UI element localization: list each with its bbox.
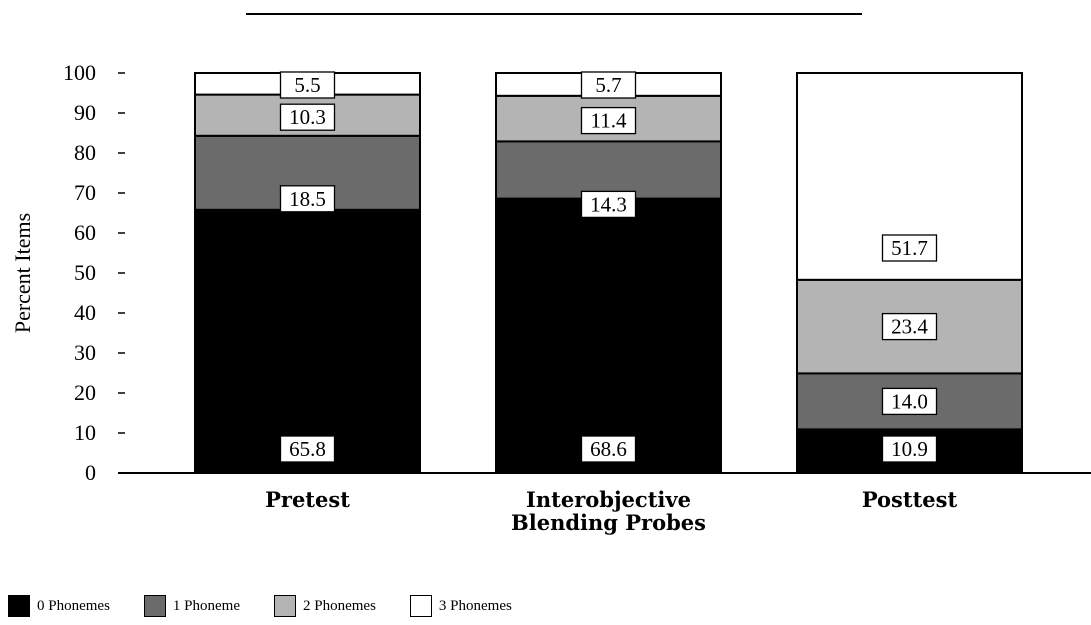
data-label-posttest-3-phonemes: 51.7 — [891, 236, 928, 260]
category-label-pretest: Pretest — [265, 487, 350, 512]
legend-item-0-phonemes: 0 Phonemes — [8, 595, 110, 617]
legend-swatch-3-phonemes — [409, 595, 432, 617]
data-label-box-pretest-0-phonemes — [279, 435, 336, 463]
data-label-box-interobjective-blending-probes-1-phoneme — [580, 190, 637, 219]
data-label-interobjective-blending-probes-3-phonemes: 5.7 — [595, 73, 621, 97]
legend-item-1-phoneme: 1 Phoneme — [143, 595, 240, 617]
data-label-box-posttest-0-phonemes — [881, 435, 938, 463]
data-label-box-interobjective-blending-probes-2-phonemes — [580, 106, 637, 135]
data-label-interobjective-blending-probes-2-phonemes: 11.4 — [591, 109, 627, 133]
legend-swatch-2-phonemes — [274, 595, 296, 617]
data-label-posttest-1-phoneme: 14.0 — [891, 389, 928, 413]
y-tick-label-100: 100 — [63, 60, 96, 85]
data-label-pretest-1-phoneme: 18.5 — [289, 187, 326, 211]
chart-legend: 0 Phonemes 1 Phoneme 2 Phonemes 3 Phonem… — [8, 595, 546, 617]
y-tick-label-60: 60 — [74, 220, 96, 245]
legend-item-2-phonemes: 2 Phonemes — [274, 595, 376, 617]
bar-interobjective-blending-probes-0-phonemes — [495, 197, 722, 474]
data-label-box-interobjective-blending-probes-0-phonemes — [580, 435, 637, 463]
legend-item-3-phonemes: 3 Phonemes — [409, 595, 512, 617]
y-tick-label-50: 50 — [74, 260, 96, 285]
y-tick-label-70: 70 — [74, 180, 96, 205]
data-label-pretest-0-phonemes: 65.8 — [289, 437, 326, 461]
category-label-interobjective-blending-probes-line-1: Interobjective — [526, 487, 691, 512]
legend-swatch-0-phonemes — [8, 595, 30, 617]
data-label-box-posttest-3-phonemes — [881, 234, 938, 262]
data-label-box-pretest-2-phonemes — [279, 103, 336, 131]
data-label-pretest-2-phonemes: 10.3 — [289, 105, 326, 129]
y-tick-label-20: 20 — [74, 380, 96, 405]
bar-interobjective-blending-probes-1-phoneme — [495, 140, 722, 200]
data-label-box-pretest-3-phonemes — [279, 71, 336, 99]
legend-label-0-phonemes: 0 Phonemes — [37, 597, 110, 614]
y-tick-label-30: 30 — [74, 340, 96, 365]
data-label-posttest-2-phonemes: 23.4 — [891, 315, 928, 339]
category-label-posttest: Posttest — [862, 487, 958, 512]
stacked-bar-chart: 0 10 20 30 40 50 60 70 80 90 100 Percent Items 65.8 1… — [10, 13, 1091, 535]
legend-label-3-phonemes: 3 Phonemes — [438, 597, 512, 614]
y-axis-label: Percent Items — [10, 213, 35, 333]
data-label-interobjective-blending-probes-0-phonemes: 68.6 — [590, 437, 627, 461]
y-tick-label-40: 40 — [74, 300, 96, 325]
category-label-interobjective-blending-probes-line-2: Blending Probes — [511, 510, 706, 535]
legend-label-2-phonemes: 2 Phonemes — [303, 597, 376, 614]
data-label-box-posttest-2-phonemes — [881, 312, 938, 341]
data-label-posttest-0-phonemes: 10.9 — [891, 437, 928, 461]
data-label-box-interobjective-blending-probes-3-phonemes — [580, 71, 637, 99]
legend-label-1-phoneme: 1 Phoneme — [172, 597, 240, 614]
bar-posttest-2-phonemes — [796, 278, 1023, 375]
y-tick-label-0: 0 — [85, 460, 96, 485]
data-label-box-posttest-1-phoneme — [881, 387, 938, 416]
data-label-pretest-3-phonemes: 5.5 — [294, 73, 320, 97]
data-label-interobjective-blending-probes-1-phoneme: 14.3 — [590, 192, 627, 216]
y-tick-label-80: 80 — [74, 140, 96, 165]
y-tick-label-10: 10 — [74, 420, 96, 445]
data-label-box-pretest-1-phoneme — [279, 185, 336, 213]
legend-swatch-1-phoneme — [143, 595, 166, 617]
bar-pretest-0-phonemes — [194, 208, 421, 475]
y-tick-label-90: 90 — [74, 100, 96, 125]
